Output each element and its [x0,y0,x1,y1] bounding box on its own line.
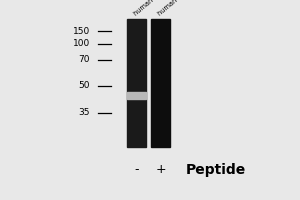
Text: Peptide: Peptide [186,163,246,177]
Text: human heart: human heart [133,0,169,17]
Text: human heart: human heart [157,0,194,17]
Bar [127,19,146,147]
Bar [127,92,146,99]
Bar [151,19,170,147]
Text: 35: 35 [79,108,90,117]
Text: +: + [155,163,166,176]
Text: 150: 150 [73,26,90,36]
Text: 100: 100 [73,40,90,48]
Text: 50: 50 [79,82,90,90]
Text: -: - [134,163,139,176]
Text: 70: 70 [79,55,90,64]
